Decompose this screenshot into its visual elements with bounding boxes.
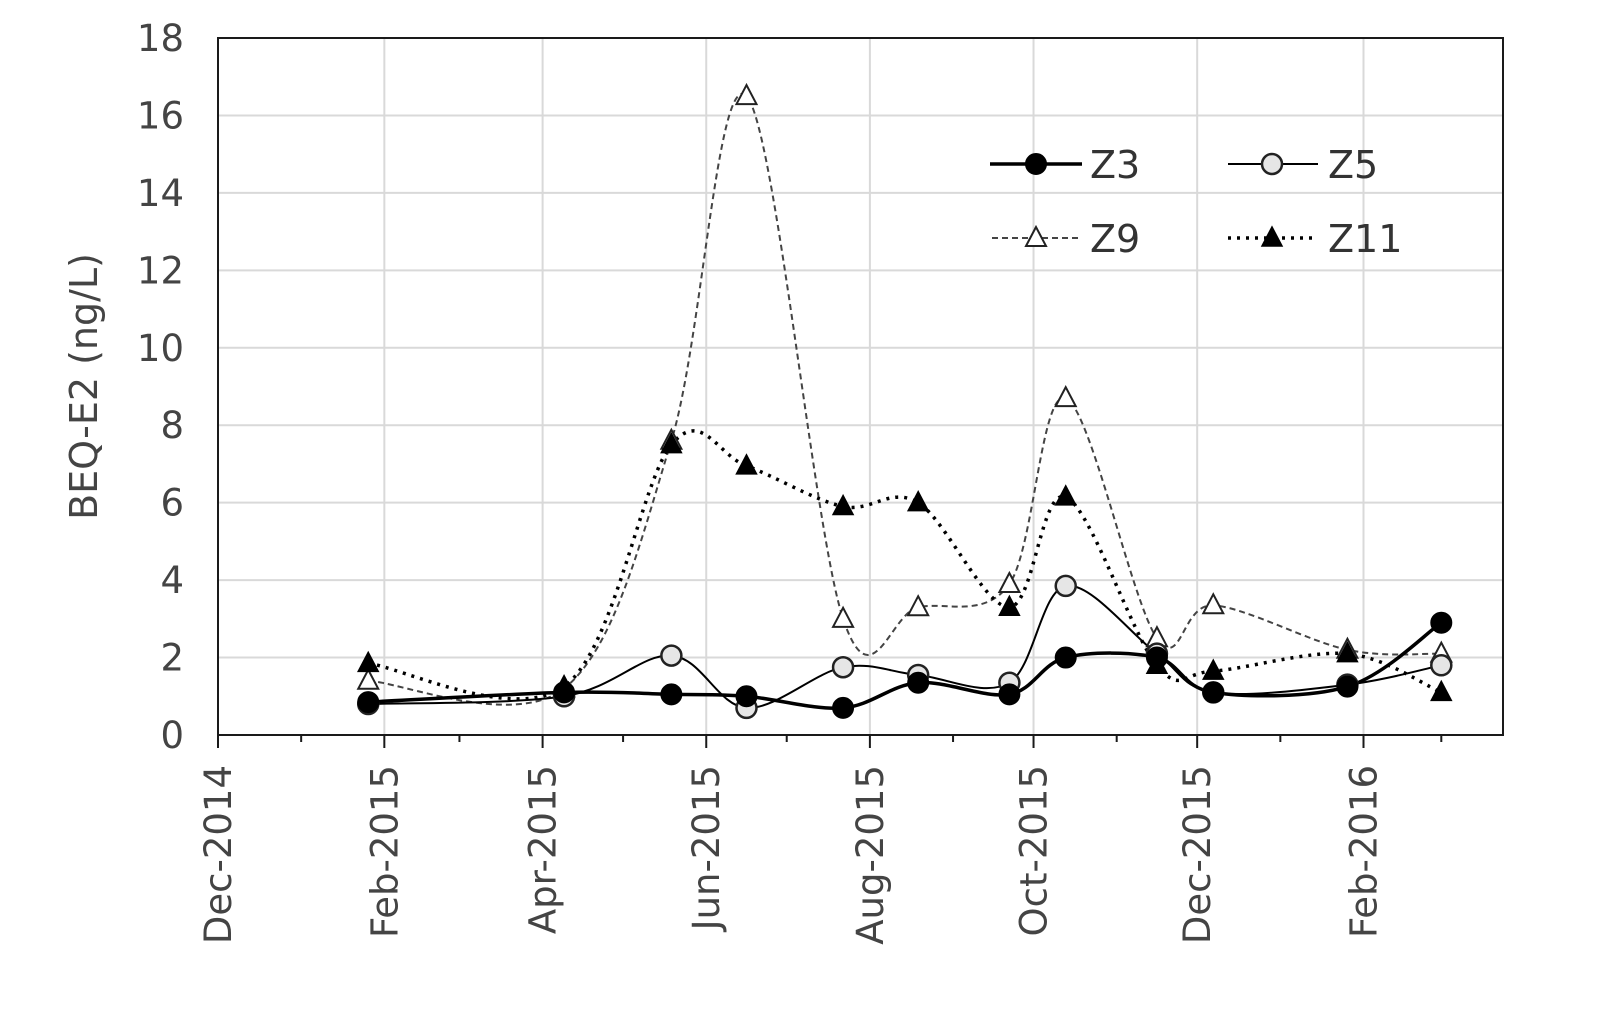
data-point-z11	[906, 490, 930, 512]
data-point-z9	[997, 570, 1022, 593]
y-tick-label: 6	[160, 482, 184, 525]
y-tick-label: 2	[160, 637, 184, 680]
legend-marker-z9	[1024, 224, 1048, 247]
data-point-z11	[1054, 484, 1077, 506]
marker-layer	[356, 82, 1453, 720]
data-point-z11	[998, 594, 1021, 616]
x-tick-label: Dec-2015	[1176, 765, 1219, 944]
y-tick-label: 14	[137, 172, 184, 215]
y-tick-label: 4	[160, 559, 184, 602]
x-tick-label: Aug-2015	[849, 765, 892, 945]
legend-marker-z3	[1025, 153, 1047, 175]
data-point-z11	[356, 650, 380, 673]
data-point-z5	[1054, 574, 1077, 598]
data-point-z9	[906, 594, 930, 617]
y-axis-label: BEQ-E2 (ng/L)	[62, 253, 106, 520]
data-point-z3	[1430, 611, 1453, 634]
legend-label-z5: Z5	[1328, 143, 1378, 187]
y-tick-label: 18	[137, 17, 184, 60]
grid-layer	[218, 37, 1503, 735]
tick-layer: 0 2 4 6 8 10 12 14 16 18 Dec-2014 Feb-2015 Apr-2015 J…	[137, 17, 1443, 945]
data-point-z11	[1336, 641, 1359, 663]
data-point-z9	[831, 605, 855, 628]
data-point-z3	[735, 685, 758, 708]
y-tick-label: 16	[137, 94, 184, 137]
x-tick-label: Feb-2015	[363, 765, 406, 938]
legend-label-z9: Z9	[1090, 217, 1140, 261]
data-point-z3	[998, 683, 1021, 706]
data-point-z11	[1202, 658, 1225, 680]
series-line-z3	[368, 621, 1443, 710]
y-tick-label: 0	[160, 714, 184, 757]
data-point-z11	[660, 431, 683, 454]
x-tick-label: Jun-2015	[685, 765, 728, 932]
data-point-z3	[1202, 681, 1225, 704]
data-point-z9	[1201, 592, 1225, 615]
data-point-z5	[1430, 654, 1453, 677]
data-point-z3	[1054, 646, 1077, 669]
x-tick-label: Dec-2014	[197, 765, 240, 944]
x-tick-label: Apr-2015	[522, 765, 565, 934]
data-point-z5	[831, 655, 855, 679]
series-line-z5	[368, 584, 1442, 709]
legend: Z3 Z5 Z9 Z11	[990, 143, 1402, 261]
data-point-z3	[832, 696, 855, 719]
series-line-z9	[368, 92, 1442, 706]
data-point-z11	[1430, 679, 1453, 702]
data-point-z3	[1145, 646, 1168, 669]
data-point-z11	[831, 493, 855, 516]
data-point-z3	[553, 681, 576, 704]
plot-frame	[217, 37, 1504, 736]
data-point-z3	[357, 691, 380, 714]
data-point-z3	[1336, 675, 1359, 698]
data-point-z3	[907, 671, 930, 694]
y-tick-label: 10	[137, 327, 184, 370]
data-point-z9	[734, 82, 759, 106]
data-point-z9	[1054, 384, 1078, 408]
series-line-z11	[368, 429, 1442, 701]
data-point-z3	[660, 683, 683, 706]
legend-label-z3: Z3	[1090, 143, 1140, 187]
y-tick-label: 12	[137, 249, 184, 292]
x-tick-label: Feb-2016	[1343, 765, 1386, 938]
y-tick-label: 8	[160, 404, 184, 447]
series-layer	[368, 92, 1443, 710]
legend-marker-z5	[1260, 152, 1284, 176]
x-tick-label: Oct-2015	[1013, 765, 1056, 937]
legend-marker-z11	[1260, 225, 1284, 247]
data-point-z5	[660, 644, 683, 667]
legend-label-z11: Z11	[1328, 217, 1402, 261]
data-point-z11	[735, 453, 758, 475]
data-point-z9	[356, 667, 380, 690]
